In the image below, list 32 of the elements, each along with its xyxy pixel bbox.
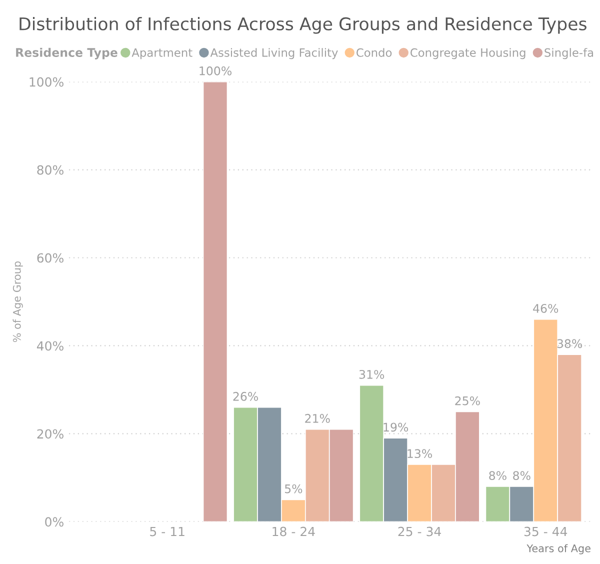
data-label: 100%: [200, 66, 232, 76]
y-tick-label: 60%: [37, 253, 64, 263]
data-label: 8%: [489, 471, 506, 480]
data-label: 13%: [408, 449, 432, 458]
x-tick-label: 18 - 24: [272, 526, 315, 536]
y-tick-label: 100%: [30, 77, 64, 87]
y-tick-label: 0%: [45, 517, 64, 527]
data-label: 8%: [513, 471, 530, 480]
data-label: 46%: [533, 304, 558, 313]
chart-title: Distribution of Infections Across Age Groups and Residence Types: [20, 16, 586, 34]
x-tick-label: 35 - 44: [524, 526, 568, 536]
x-axis-title: Years of Age: [526, 544, 590, 554]
y-tick-label: 20%: [37, 429, 64, 439]
data-label: 38%: [557, 339, 582, 348]
y-tick-label: 40%: [36, 341, 64, 351]
data-label: 19%: [384, 422, 408, 432]
legend-label: Condo: [356, 48, 392, 57]
legend-title: Residence Type: [16, 48, 118, 60]
data-label: 25%: [455, 396, 480, 406]
legend-label: Single-fa: [544, 48, 594, 60]
data-label: 5%: [284, 484, 302, 494]
x-tick-label: 5 - 11: [150, 526, 184, 536]
data-label: 26%: [233, 392, 258, 401]
data-label: 21%: [305, 414, 330, 423]
y-tick-label: 80%: [37, 165, 64, 175]
data-label: 31%: [359, 370, 384, 379]
bar: [202, 82, 228, 522]
legend-label: Congregate Housing: [410, 48, 526, 60]
legend-label: Apartment: [132, 48, 192, 60]
y-axis-title: % of Age Group: [12, 261, 23, 342]
x-tick-label: 25 - 34: [398, 526, 441, 536]
legend-label: Assisted Living Facility: [210, 48, 338, 60]
